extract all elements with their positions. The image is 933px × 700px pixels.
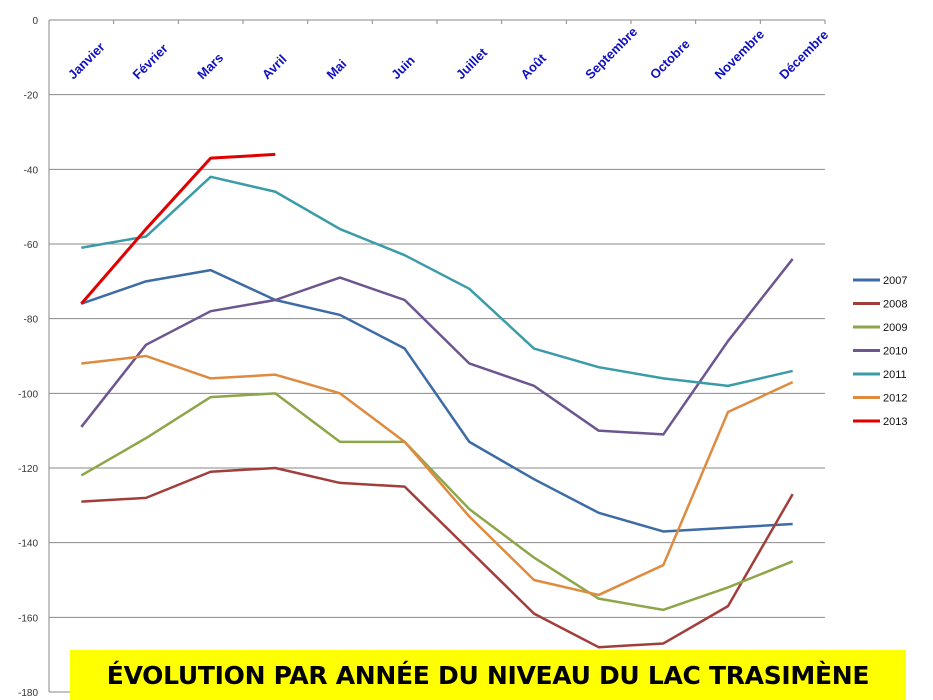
chart-title-banner: ÉVOLUTION PAR ANNÉE DU NIVEAU DU LAC TRA…: [70, 650, 906, 700]
series-line-2009: [80, 392, 794, 612]
y-tick-label: -140: [18, 539, 38, 550]
legend-label-2007: 2007: [883, 275, 907, 287]
y-tick-label: -20: [24, 91, 39, 102]
category-label-février: Février: [130, 41, 171, 82]
category-label-juin: Juin: [388, 53, 418, 83]
y-tick-label: -180: [18, 688, 38, 699]
y-tick-label: -80: [24, 315, 39, 326]
legend-label-2008: 2008: [883, 299, 907, 311]
category-label-janvier: Janvier: [65, 39, 108, 82]
series-line-2013: [80, 152, 276, 305]
y-tick-label: -60: [24, 240, 39, 251]
category-label-mai: Mai: [324, 56, 350, 82]
y-tick-label: -100: [18, 389, 38, 400]
legend-label-2013: 2013: [883, 416, 907, 428]
y-tick-label: 0: [32, 16, 38, 27]
category-label-avril: Avril: [259, 51, 290, 82]
series-line-2012: [81, 354, 794, 597]
category-label-juillet: Juillet: [453, 44, 491, 82]
category-label-décembre: Décembre: [776, 27, 831, 82]
legend-label-2012: 2012: [883, 393, 907, 405]
category-label-mars: Mars: [194, 50, 226, 82]
category-label-septembre: Septembre: [582, 24, 640, 82]
series-line-2010: [80, 258, 794, 436]
y-tick-label: -40: [24, 165, 39, 176]
category-label-août: Août: [518, 50, 550, 82]
series-line-2007: [80, 268, 793, 533]
category-label-novembre: Novembre: [712, 27, 768, 83]
series-line-2011: [81, 175, 793, 388]
category-label-octobre: Octobre: [647, 36, 693, 82]
legend-label-2009: 2009: [883, 322, 907, 334]
series-line-2008: [81, 466, 794, 649]
legend-label-2011: 2011: [883, 369, 907, 381]
y-tick-label: -160: [18, 613, 38, 624]
legend-label-2010: 2010: [883, 346, 907, 358]
y-tick-label: -120: [18, 464, 38, 475]
chart-title: ÉVOLUTION PAR ANNÉE DU NIVEAU DU LAC TRA…: [106, 660, 870, 690]
